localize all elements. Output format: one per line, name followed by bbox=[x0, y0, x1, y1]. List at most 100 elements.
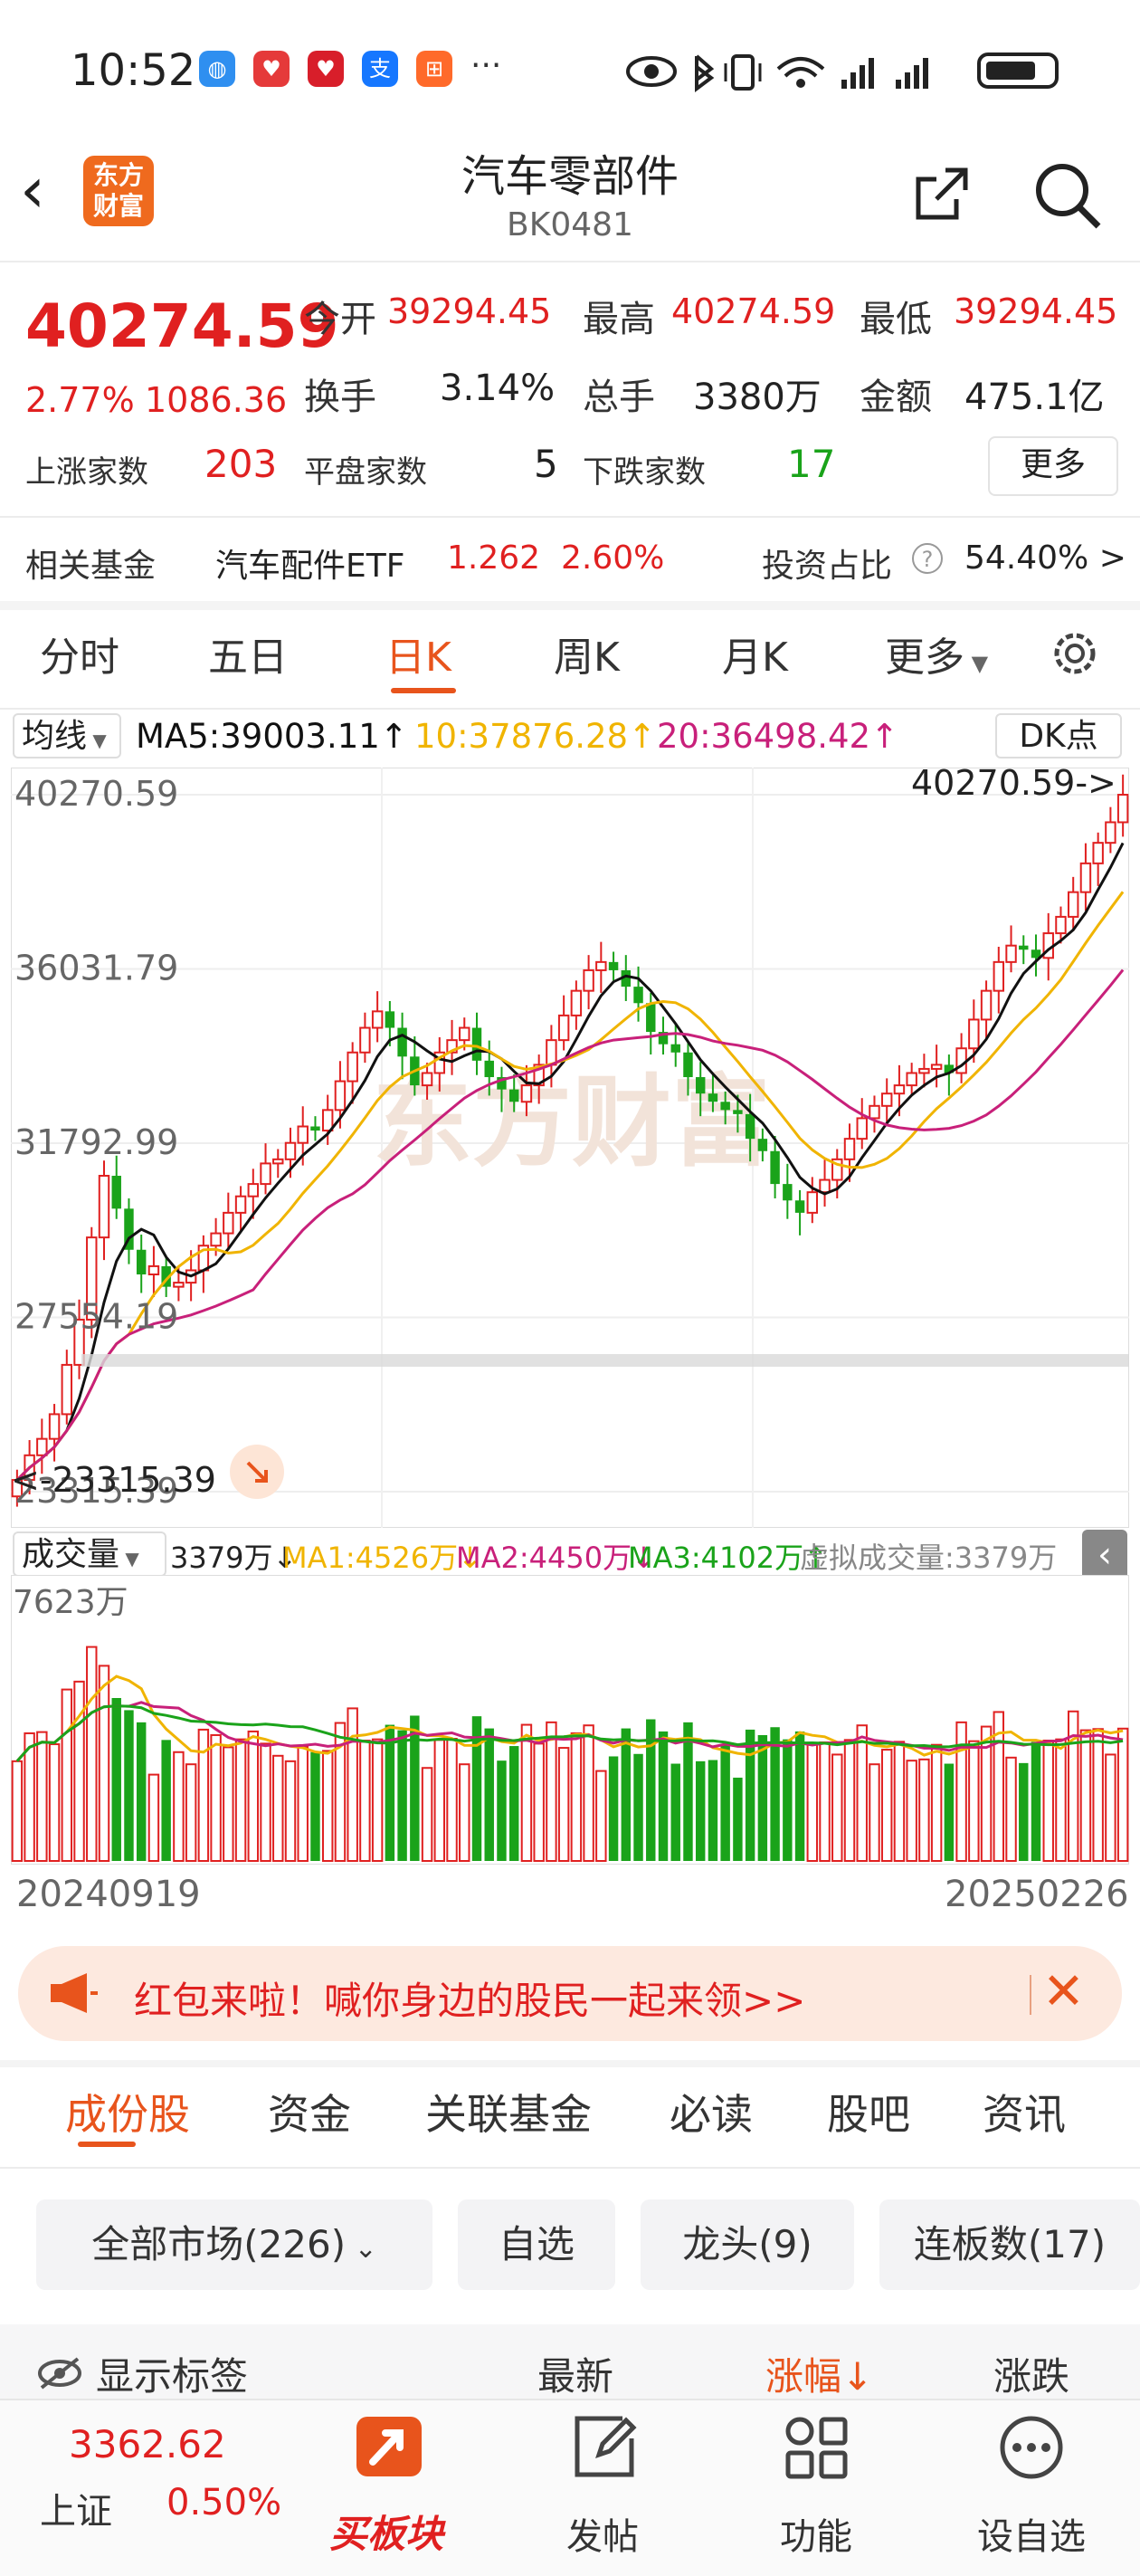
volume-chart[interactable]: 7623万 bbox=[11, 1575, 1129, 1865]
indicator-selector[interactable]: 均线 ▼ bbox=[13, 713, 121, 758]
ma20-value: 20:36498.42↑ bbox=[657, 717, 899, 756]
volume-ma3: MA3:4102万↑ bbox=[628, 1541, 828, 1575]
candle bbox=[918, 1067, 930, 1074]
more-button[interactable]: 更多 bbox=[988, 436, 1118, 496]
tab-related-funds[interactable]: 关联基金 bbox=[425, 2090, 592, 2139]
candle bbox=[757, 1139, 768, 1151]
volume-bar bbox=[869, 1763, 880, 1862]
index-value[interactable]: 3362.62 bbox=[69, 2422, 226, 2466]
volume-bar bbox=[720, 1745, 730, 1861]
candle bbox=[893, 1084, 906, 1095]
candle bbox=[583, 968, 594, 992]
divider bbox=[0, 2167, 1140, 2169]
volume-bar bbox=[1116, 1727, 1129, 1862]
volume-bar bbox=[893, 1741, 906, 1862]
volume-bar bbox=[347, 1707, 358, 1862]
buy-block-label[interactable]: 买板块 bbox=[329, 2512, 444, 2556]
candle bbox=[770, 1150, 780, 1185]
volume-bar bbox=[223, 1746, 234, 1862]
volume-bar bbox=[61, 1688, 73, 1862]
app-logo: 东方 财富 bbox=[83, 156, 154, 226]
volume-bar bbox=[944, 1763, 955, 1861]
back-button[interactable]: ‹ bbox=[20, 153, 45, 227]
volume-bar bbox=[297, 1745, 309, 1863]
banner-text[interactable]: 红包来啦！喊你身边的股民一起来领>> bbox=[134, 1979, 806, 2023]
tab-forum[interactable]: 股吧 bbox=[827, 2090, 910, 2139]
expand-chart-icon bbox=[230, 1445, 284, 1499]
volume-bar bbox=[446, 1737, 458, 1862]
candle bbox=[73, 1318, 85, 1366]
candle bbox=[843, 1138, 856, 1160]
turnover-label: 换手 bbox=[304, 377, 376, 418]
candle bbox=[284, 1141, 297, 1160]
volume-bar bbox=[433, 1739, 446, 1862]
candle bbox=[708, 1093, 718, 1102]
filter-consecutive-limit[interactable]: 连板数(17) bbox=[879, 2199, 1140, 2290]
tab-constituents[interactable]: 成份股 bbox=[65, 2090, 190, 2139]
tab-daily-k[interactable]: 日K bbox=[385, 634, 451, 681]
volume-bar bbox=[410, 1715, 420, 1861]
promo-banner[interactable] bbox=[18, 1946, 1122, 2041]
buy-block-icon[interactable] bbox=[349, 2411, 431, 2484]
candle bbox=[247, 1183, 260, 1197]
volume-bar bbox=[770, 1727, 780, 1861]
flat-count-label: 平盘家数 bbox=[304, 454, 427, 491]
related-fund-pct: 2.60% bbox=[561, 539, 665, 577]
dk-point-button[interactable]: DK点 bbox=[995, 713, 1122, 758]
divider bbox=[0, 261, 1140, 262]
volume-selector[interactable]: 成交量 ▼ bbox=[13, 1531, 166, 1577]
share-icon[interactable] bbox=[909, 161, 974, 226]
index-name[interactable]: 上证 bbox=[40, 2491, 112, 2533]
filter-watchlist[interactable]: 自选 bbox=[458, 2199, 615, 2290]
message-icon: ◍ bbox=[199, 51, 235, 87]
max-price-marker: 40270.59-> bbox=[911, 768, 1116, 803]
candle bbox=[161, 1265, 171, 1287]
wifi-icon bbox=[776, 57, 825, 88]
bluetooth-icon bbox=[695, 54, 715, 92]
tab-five-day[interactable]: 五日 bbox=[208, 634, 288, 681]
tab-more[interactable]: 更多 ▼ bbox=[885, 634, 989, 681]
volume-bar bbox=[272, 1754, 284, 1862]
candle bbox=[459, 1026, 470, 1042]
show-labels-toggle[interactable]: 显示标签 bbox=[96, 2354, 249, 2399]
filter-leaders[interactable]: 龙头(9) bbox=[641, 2199, 854, 2290]
invest-ratio-value[interactable]: 54.40% > bbox=[964, 539, 1126, 577]
tab-must-read[interactable]: 必读 bbox=[670, 2090, 753, 2139]
chart-scrollbar[interactable] bbox=[81, 1354, 1129, 1367]
signal-icon-2 bbox=[896, 58, 928, 89]
more-options-icon[interactable] bbox=[995, 2411, 1068, 2484]
market-filter-dropdown[interactable]: 全部市场(226) ⌄ bbox=[36, 2199, 432, 2290]
column-latest[interactable]: 最新 bbox=[537, 2354, 614, 2399]
candle bbox=[646, 1003, 656, 1033]
search-icon[interactable] bbox=[1031, 159, 1104, 232]
add-watchlist-label[interactable]: 设自选 bbox=[977, 2516, 1086, 2558]
volume-bar bbox=[111, 1697, 121, 1861]
related-fund-name[interactable]: 汽车配件ETF bbox=[215, 548, 405, 585]
post-icon[interactable] bbox=[568, 2411, 641, 2484]
help-icon[interactable]: ? bbox=[912, 543, 943, 574]
kline-chart[interactable]: 东方财富 40270.5936031.7931792.9927554.19233… bbox=[11, 768, 1129, 1528]
close-icon[interactable]: ✕ bbox=[1042, 1962, 1085, 2021]
volume-bar bbox=[993, 1711, 1005, 1862]
function-label[interactable]: 功能 bbox=[780, 2516, 852, 2558]
post-label[interactable]: 发帖 bbox=[566, 2516, 639, 2558]
eye-slash-icon[interactable] bbox=[36, 2355, 85, 2391]
candle bbox=[683, 1052, 693, 1078]
candle bbox=[980, 989, 993, 1021]
volume-bar bbox=[1079, 1729, 1092, 1862]
tab-monthly-k[interactable]: 月K bbox=[722, 634, 788, 681]
column-change-pct[interactable]: 涨幅↓ bbox=[765, 2354, 874, 2399]
function-grid-icon[interactable] bbox=[780, 2411, 852, 2484]
gear-icon[interactable] bbox=[1046, 625, 1104, 682]
tab-intraday[interactable]: 分时 bbox=[40, 634, 119, 681]
candle bbox=[595, 960, 607, 971]
tab-news[interactable]: 资讯 bbox=[983, 2090, 1066, 2139]
tab-weekly-k[interactable]: 周K bbox=[554, 634, 620, 681]
ma20-line bbox=[15, 968, 1125, 1482]
volume-bar bbox=[955, 1721, 967, 1862]
index-pct[interactable]: 0.50% bbox=[166, 2482, 282, 2524]
tab-capital[interactable]: 资金 bbox=[268, 2090, 351, 2139]
volume-bar bbox=[658, 1731, 669, 1861]
column-change[interactable]: 涨跌 bbox=[993, 2354, 1070, 2399]
up-count: 203 bbox=[204, 442, 278, 486]
